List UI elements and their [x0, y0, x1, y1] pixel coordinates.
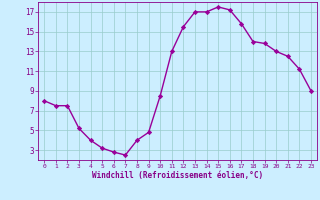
- X-axis label: Windchill (Refroidissement éolien,°C): Windchill (Refroidissement éolien,°C): [92, 171, 263, 180]
